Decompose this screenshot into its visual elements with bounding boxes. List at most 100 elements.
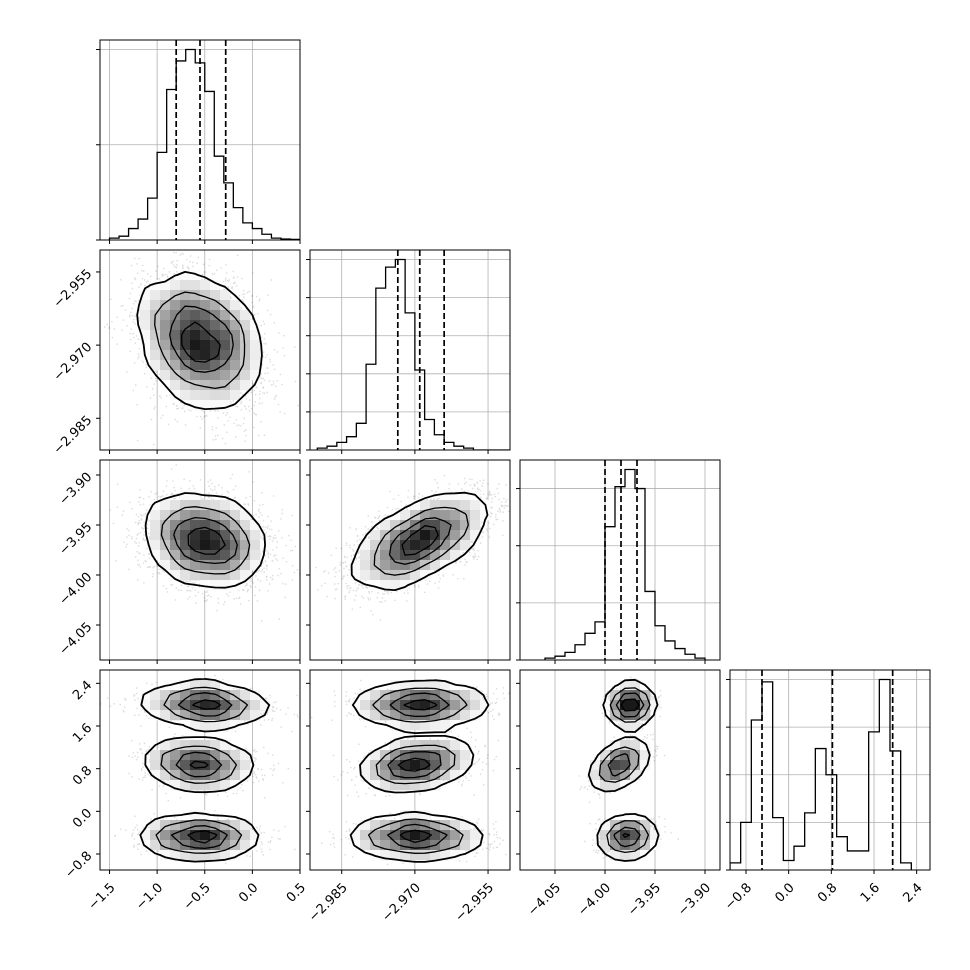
density-cell: [180, 750, 191, 761]
density-cell: [430, 830, 441, 841]
density-cell: [390, 720, 401, 731]
density-cell: [160, 350, 171, 361]
density-cell: [250, 360, 261, 371]
density-cell: [240, 840, 251, 851]
density-cell: [180, 320, 191, 331]
density-cell: [250, 530, 261, 541]
density-cell: [180, 490, 191, 501]
density-cell: [390, 510, 401, 521]
density-cell: [160, 320, 171, 331]
contour-line: [139, 678, 271, 863]
density-cell: [170, 750, 181, 761]
density-cell: [230, 300, 241, 311]
density-cell: [220, 290, 231, 301]
density-cell: [170, 380, 181, 391]
density-cell: [160, 280, 171, 291]
density-cell: [160, 850, 171, 861]
density-cell: [440, 770, 451, 781]
density-cell: [350, 830, 361, 841]
density-cell: [420, 700, 431, 711]
density-cell: [230, 360, 241, 371]
density-cell: [600, 820, 611, 831]
density-cell: [180, 530, 191, 541]
density-cell: [220, 390, 231, 401]
panel-3-0: [96, 669, 301, 874]
density-cell: [200, 500, 211, 511]
density-cell: [200, 700, 211, 711]
density-cell: [170, 710, 181, 721]
density-cell: [210, 510, 221, 521]
density-cell: [410, 560, 421, 571]
density-cell: [200, 280, 211, 291]
density-cell: [640, 830, 651, 841]
density-cell: [180, 300, 191, 311]
density-cell: [220, 510, 231, 521]
density-cell: [450, 840, 461, 851]
density-cell: [590, 760, 601, 771]
density-cell: [640, 840, 651, 851]
density-cell: [460, 740, 471, 751]
y-tick-label: −3.95: [57, 520, 96, 559]
density-cell: [430, 720, 441, 731]
density-cell: [410, 780, 421, 791]
density-cell: [150, 820, 161, 831]
density-cell: [610, 760, 621, 771]
density-cell: [390, 580, 401, 591]
density-cell: [230, 770, 241, 781]
density-cell: [180, 510, 191, 521]
density-cell: [450, 820, 461, 831]
density-cell: [400, 570, 411, 581]
x-tick-label: −0.8: [722, 880, 755, 913]
density-cell: [620, 850, 631, 861]
density-cell: [420, 690, 431, 701]
density-cell: [460, 490, 471, 501]
density-cell: [200, 760, 211, 771]
density-cell: [190, 290, 201, 301]
density-cell: [390, 840, 401, 851]
density-cell: [400, 830, 411, 841]
x-tick-label: 0.0: [236, 880, 261, 905]
density-cell: [370, 690, 381, 701]
density-cell: [160, 710, 171, 721]
density-cell: [640, 740, 651, 751]
density-cell: [210, 580, 221, 591]
density-cell: [630, 840, 641, 851]
density-cell: [210, 550, 221, 561]
density-cell: [440, 760, 451, 771]
density-cell: [380, 840, 391, 851]
density-cell: [190, 720, 201, 731]
density-cell: [160, 340, 171, 351]
density-cell: [440, 690, 451, 701]
density-cell: [170, 310, 181, 321]
density-cell: [210, 680, 221, 691]
density-cell: [150, 750, 161, 761]
density-cell: [190, 280, 201, 291]
contour-line: [154, 291, 246, 390]
density-contours: [136, 271, 263, 410]
density-cell: [210, 850, 221, 861]
density-cell: [400, 770, 411, 781]
density-cell: [380, 540, 391, 551]
density-cell: [180, 560, 191, 571]
density-cell: [610, 840, 621, 851]
density-cell: [190, 680, 201, 691]
density-cell: [460, 750, 471, 761]
density-cell: [150, 840, 161, 851]
density-cell: [610, 850, 621, 861]
density-cell: [620, 720, 631, 731]
density-cell: [400, 540, 411, 551]
density-cell: [190, 550, 201, 561]
density-fill: [140, 270, 261, 411]
density-cell: [630, 710, 641, 721]
density-cell: [450, 770, 461, 781]
density-cell: [430, 700, 441, 711]
density-cell: [360, 690, 371, 701]
density-cell: [220, 740, 231, 751]
density-cell: [180, 780, 191, 791]
density-cell: [190, 370, 201, 381]
density-cell: [430, 530, 441, 541]
density-cell: [440, 490, 451, 501]
density-cell: [630, 810, 641, 821]
density-cell: [210, 570, 221, 581]
grid: [730, 670, 930, 870]
